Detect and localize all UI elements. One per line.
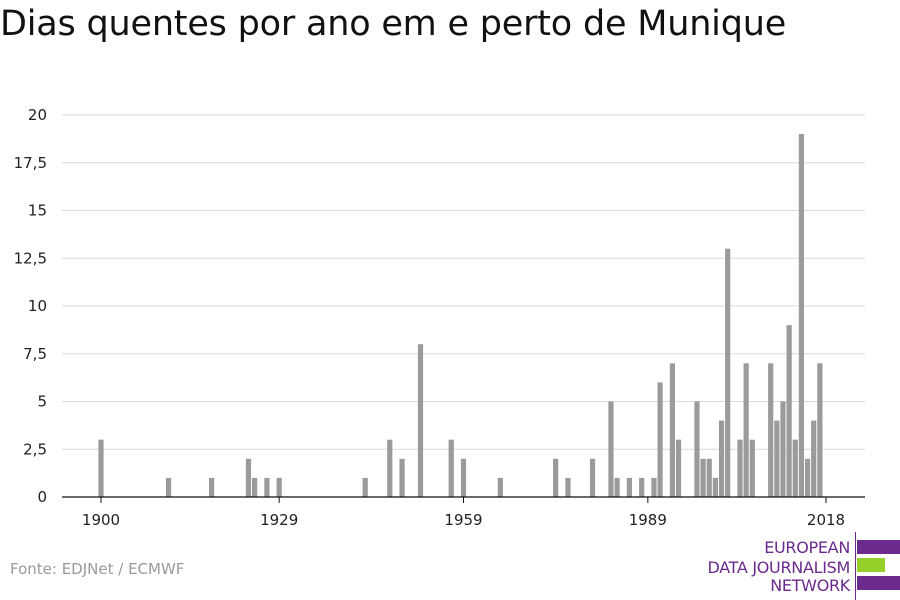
bar-1947 <box>387 439 393 497</box>
bar-1943 <box>362 477 368 497</box>
bar-1918 <box>208 477 215 497</box>
y-tick-label: 15 <box>28 202 47 220</box>
bar-2017 <box>817 363 823 497</box>
y-tick-label: 10 <box>28 297 47 315</box>
gridlines <box>62 114 865 450</box>
bar-2006 <box>749 439 755 497</box>
bar-1986 <box>626 477 632 497</box>
bar-2002 <box>725 248 731 497</box>
y-tick-label: 5 <box>37 393 47 411</box>
y-tick-label: 12,5 <box>14 249 47 267</box>
bar-1991 <box>657 382 663 497</box>
bar-1927 <box>264 477 270 497</box>
bar-2005 <box>743 363 749 497</box>
bar-1994 <box>675 439 682 497</box>
bar-1974 <box>553 458 559 497</box>
x-tick-label: 1900 <box>82 511 120 529</box>
y-tick-label: 7,5 <box>23 345 47 363</box>
bars <box>98 134 823 497</box>
bar-1998 <box>700 458 706 497</box>
bar-1924 <box>245 458 252 497</box>
bar-2013 <box>792 439 798 497</box>
logo-bar-bottom <box>857 576 900 590</box>
logo-line-2: DATA JOURNALISM <box>707 558 851 577</box>
source-note: Fonte: EDJNet / ECMWF <box>10 560 185 578</box>
bar-1993 <box>669 363 675 497</box>
bar-2015 <box>804 458 811 497</box>
bar-2014 <box>798 134 805 497</box>
x-tick-label: 1929 <box>260 511 298 529</box>
logo-divider <box>855 532 856 600</box>
y-tick-label: 2,5 <box>23 440 47 458</box>
bar-1997 <box>694 401 700 497</box>
bar-1999 <box>706 458 712 497</box>
logo-line-3: NETWORK <box>770 576 850 595</box>
bar-2000 <box>712 477 719 497</box>
logo-line-1: EUROPEAN <box>764 538 850 557</box>
bar-1959 <box>460 458 467 497</box>
bar-1980 <box>589 458 596 497</box>
bar-1988 <box>639 477 645 497</box>
bar-1911 <box>165 477 172 497</box>
bar-1965 <box>497 477 503 497</box>
bar-1984 <box>614 477 620 497</box>
bar-2009 <box>768 363 774 497</box>
bar-1976 <box>565 477 571 497</box>
chart-title: Dias quentes por ano em e perto de Muniq… <box>0 4 787 44</box>
x-tick-label: 1959 <box>444 511 482 529</box>
bar-2001 <box>718 420 725 497</box>
x-tick-label: 2018 <box>807 511 845 529</box>
bar-1900 <box>98 439 104 497</box>
bar-1949 <box>399 458 405 497</box>
bar-2011 <box>780 401 786 497</box>
bar-1929 <box>276 477 282 497</box>
y-tick-label: 0 <box>37 488 47 506</box>
y-tick-label: 17,5 <box>14 154 47 172</box>
logo-bar-top <box>857 540 900 554</box>
bar-2004 <box>737 439 743 497</box>
bar-1957 <box>448 439 454 497</box>
axes: 0 2,5 5 7,5 10 12,5 15 17,5 20 1900 1929 1959 1989 20… <box>14 106 865 529</box>
bar-1990 <box>651 477 657 497</box>
bar-1983 <box>608 401 614 497</box>
bar-1925 <box>252 477 258 497</box>
y-tick-label: 20 <box>28 106 47 124</box>
bar-2012 <box>786 325 792 497</box>
x-tick-label: 1989 <box>629 511 667 529</box>
logo-bar-middle <box>857 558 885 572</box>
bar-2016 <box>811 420 817 497</box>
bar-1952 <box>417 344 424 497</box>
edjnet-logo[interactable]: EUROPEAN DATA JOURNALISM NETWORK <box>700 530 900 600</box>
bar-2010 <box>774 420 780 497</box>
